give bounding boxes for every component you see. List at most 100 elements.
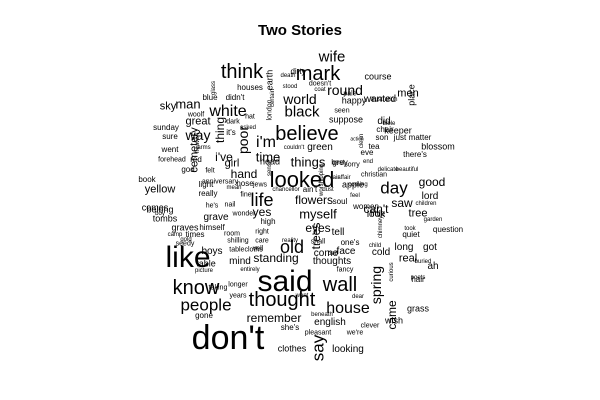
cloud-word: like xyxy=(165,241,211,274)
cloud-word: i've xyxy=(215,150,233,164)
cloud-word: wife xyxy=(318,48,346,66)
cloud-word: time xyxy=(255,149,281,165)
cloud-word: round xyxy=(327,82,363,98)
cloud-word: one's xyxy=(340,238,360,247)
cloud-word: houses xyxy=(237,83,263,92)
cloud-word: doesn't xyxy=(308,80,332,88)
cloud-word: flowers xyxy=(294,193,334,207)
cloud-word: best xyxy=(331,159,345,167)
cloud-word: chair xyxy=(376,125,394,134)
cloud-word: face xyxy=(336,246,356,257)
cloud-word: wall xyxy=(322,274,358,296)
cloud-word: taking xyxy=(208,284,228,292)
cloud-word: matter xyxy=(408,133,432,142)
cloud-word: chimney xyxy=(378,215,384,239)
cloud-word: man xyxy=(175,96,201,112)
cloud-word: poets xyxy=(410,275,426,281)
cloud-word: illustration xyxy=(370,97,398,103)
cloud-word: know xyxy=(172,277,220,299)
cloud-word: london xyxy=(266,99,274,121)
cloud-word: nose xyxy=(236,179,254,188)
cloud-word: nail xyxy=(224,201,236,209)
cloud-word: blue xyxy=(202,93,218,102)
cloud-word: spring xyxy=(368,265,384,305)
cloud-word: mean xyxy=(226,185,242,191)
cloud-word: looking xyxy=(332,344,364,355)
cloud-word: apple xyxy=(341,179,365,190)
cloud-word: saw xyxy=(391,196,413,210)
cloud-word: remember xyxy=(246,311,302,325)
cloud-word: dirty xyxy=(290,67,306,76)
cloud-word: coming xyxy=(348,182,368,188)
cloud-word: green xyxy=(307,142,333,153)
cloud-word: don't xyxy=(191,319,265,357)
cloud-word: stood xyxy=(282,84,298,90)
cloud-word: anniversary xyxy=(201,178,239,186)
cloud-word: fancy xyxy=(336,266,354,274)
cloud-word: end xyxy=(362,159,374,165)
cloud-word: got xyxy=(423,242,437,253)
cloud-word: she's xyxy=(280,323,300,332)
cloud-word: day xyxy=(380,178,408,198)
cloud-word: women xyxy=(353,202,379,211)
cloud-word: he's xyxy=(205,202,219,210)
cloud-word: longer xyxy=(228,281,248,289)
cloud-word: life xyxy=(250,190,274,210)
cloud-word: grass xyxy=(406,303,430,314)
cloud-word: gold xyxy=(180,237,192,243)
cloud-word: eyes xyxy=(305,221,331,235)
cloud-word: suppose xyxy=(328,114,364,125)
cloud-word: white xyxy=(209,103,247,120)
cloud-word: standing xyxy=(253,251,299,265)
cloud-word: himself xyxy=(199,223,225,232)
cloud-word: clean xyxy=(359,133,365,149)
cloud-word: long xyxy=(394,242,414,253)
cloud-word: beneath xyxy=(311,312,333,318)
cloud-word: shilling xyxy=(227,237,249,245)
cloud-word: action xyxy=(350,136,364,143)
cloud-word: tablecloths xyxy=(229,246,263,254)
cloud-word: book xyxy=(138,175,156,184)
cloud-word: black xyxy=(284,103,320,121)
cloud-word: think xyxy=(220,61,264,83)
cloud-word: sunday xyxy=(153,123,179,132)
cloud-word: son xyxy=(375,133,389,142)
cloud-word: head xyxy=(259,156,281,167)
cloud-word: little xyxy=(370,209,386,218)
cloud-word: world xyxy=(283,91,317,107)
cloud-word: red xyxy=(190,155,202,164)
cloud-word: arms xyxy=(197,145,211,151)
cloud-word: times xyxy=(185,230,205,239)
cloud-word: boy xyxy=(155,211,165,217)
cloud-word: keeper xyxy=(384,125,412,136)
cloud-word: quiet xyxy=(402,230,420,239)
cloud-word: went xyxy=(161,145,179,154)
cloud-word: want xyxy=(295,293,309,299)
cloud-word: comes xyxy=(141,202,169,213)
cloud-word: say xyxy=(308,334,328,362)
cloud-word: hair xyxy=(411,275,425,284)
cloud-word: bed xyxy=(327,251,339,257)
cloud-word: care xyxy=(255,237,269,245)
cloud-word: tombs xyxy=(152,213,178,224)
cloud-word: coat xyxy=(314,87,326,93)
cloud-word: tell xyxy=(331,227,345,238)
cloud-word: lord xyxy=(421,191,439,202)
cloud-word: curious xyxy=(389,262,395,282)
cloud-word: reality xyxy=(281,238,299,244)
cloud-word: sense xyxy=(267,159,273,177)
cloud-word: earth xyxy=(264,69,275,91)
cloud-word: seedy xyxy=(175,240,195,248)
cloud-word: did xyxy=(377,116,391,127)
cloud-word: affair xyxy=(337,175,351,181)
cloud-word: i'm xyxy=(256,134,276,151)
cloud-word: sure xyxy=(162,132,178,141)
cloud-word: mark xyxy=(295,63,341,85)
cloud-word: house xyxy=(326,300,370,317)
cloud-word: ain't xyxy=(302,185,318,194)
cloud-word: seen xyxy=(334,107,350,115)
cloud-word: dust xyxy=(322,187,334,193)
cloud-word: course xyxy=(364,71,392,82)
cloud-word: light xyxy=(198,180,214,189)
cloud-word: place xyxy=(406,84,417,106)
